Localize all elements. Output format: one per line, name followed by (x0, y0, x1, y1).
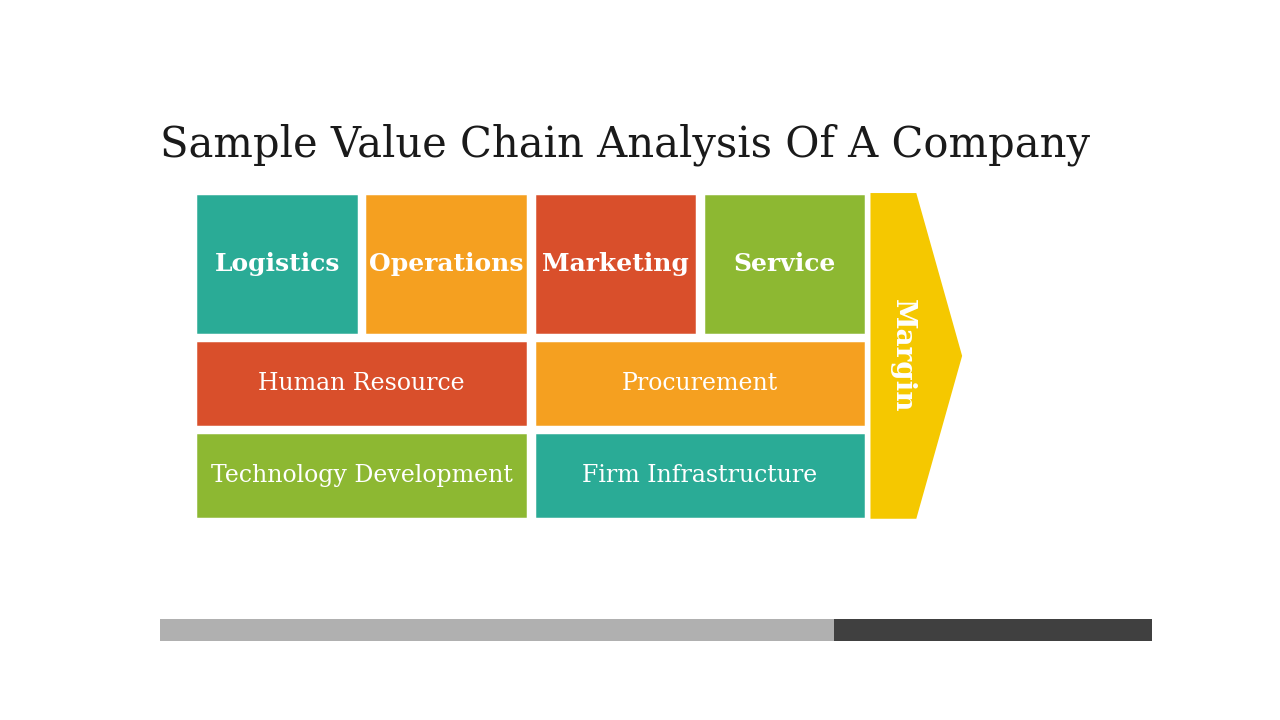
Text: Human Resource: Human Resource (259, 372, 465, 395)
Text: Procurement: Procurement (622, 372, 778, 395)
Text: Marketing: Marketing (541, 252, 689, 276)
Text: Firm Infrastructure: Firm Infrastructure (582, 464, 818, 487)
Bar (196, 341, 529, 427)
Polygon shape (870, 193, 963, 518)
Bar (196, 433, 529, 518)
Text: Logistics: Logistics (215, 252, 339, 276)
Text: Technology Development: Technology Development (211, 464, 512, 487)
Bar (365, 193, 529, 335)
Text: Margin: Margin (890, 299, 916, 413)
Bar (534, 341, 867, 427)
Text: Operations: Operations (369, 252, 524, 276)
Bar (160, 619, 835, 641)
Bar (703, 193, 867, 335)
Text: Sample Value Chain Analysis Of A Company: Sample Value Chain Analysis Of A Company (160, 123, 1091, 166)
Bar (534, 433, 867, 518)
Bar (196, 193, 358, 335)
Bar (534, 193, 698, 335)
Bar (835, 619, 1152, 641)
Text: Service: Service (733, 252, 836, 276)
